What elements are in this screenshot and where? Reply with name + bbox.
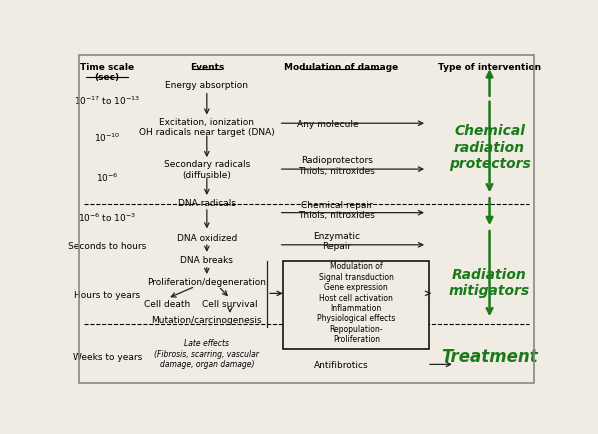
Text: Seconds to hours: Seconds to hours [68, 241, 147, 250]
Text: DNA breaks: DNA breaks [181, 256, 233, 265]
Text: $10^{-17}$ to $10^{-13}$: $10^{-17}$ to $10^{-13}$ [74, 94, 141, 107]
Text: Chemical
radiation
protectors: Chemical radiation protectors [448, 124, 530, 171]
Text: DNA radicals: DNA radicals [178, 199, 236, 207]
Text: Cell survival: Cell survival [202, 299, 258, 308]
Text: Any molecule: Any molecule [297, 119, 358, 128]
Text: Proliferation/degeneration: Proliferation/degeneration [147, 277, 266, 286]
Text: Chemical repair
Thiols, nitroxides: Chemical repair Thiols, nitroxides [298, 200, 375, 220]
Text: Secondary radicals
(diffusible): Secondary radicals (diffusible) [164, 160, 250, 179]
Text: $10^{-6}$ to $10^{-3}$: $10^{-6}$ to $10^{-3}$ [78, 211, 136, 224]
Text: Radiation
mitigators: Radiation mitigators [449, 268, 530, 298]
Text: Antifibrotics: Antifibrotics [314, 360, 368, 369]
Text: Modulation of
Signal transduction
Gene expression
Host cell activation
Inflammat: Modulation of Signal transduction Gene e… [317, 262, 395, 343]
Text: Cell death: Cell death [144, 299, 191, 308]
Text: Type of intervention: Type of intervention [438, 63, 541, 72]
Text: Late effects
(Fibrosis, scarring, vascular
damage, organ damage): Late effects (Fibrosis, scarring, vascul… [154, 339, 260, 368]
Text: DNA oxidized: DNA oxidized [176, 233, 237, 242]
Text: Mutation/carcinogenesis: Mutation/carcinogenesis [151, 316, 262, 325]
Text: Events: Events [190, 63, 224, 72]
Text: Enzymatic
Repair: Enzymatic Repair [313, 231, 360, 250]
Text: Modulation of damage: Modulation of damage [284, 63, 398, 72]
Text: Radioprotectors
Thiols, nitroxides: Radioprotectors Thiols, nitroxides [298, 156, 375, 175]
Text: $10^{-6}$: $10^{-6}$ [96, 171, 118, 184]
Text: Excitation, ionization
OH radicals near target (DNA): Excitation, ionization OH radicals near … [139, 118, 274, 137]
FancyBboxPatch shape [283, 261, 429, 349]
Text: Weeks to years: Weeks to years [72, 352, 142, 361]
Text: Treatment: Treatment [441, 347, 538, 365]
Text: Time scale
(sec): Time scale (sec) [80, 63, 135, 82]
Text: Energy absorption: Energy absorption [165, 81, 248, 90]
Text: $10^{-10}$: $10^{-10}$ [94, 131, 120, 144]
Text: Hours to years: Hours to years [74, 290, 141, 299]
